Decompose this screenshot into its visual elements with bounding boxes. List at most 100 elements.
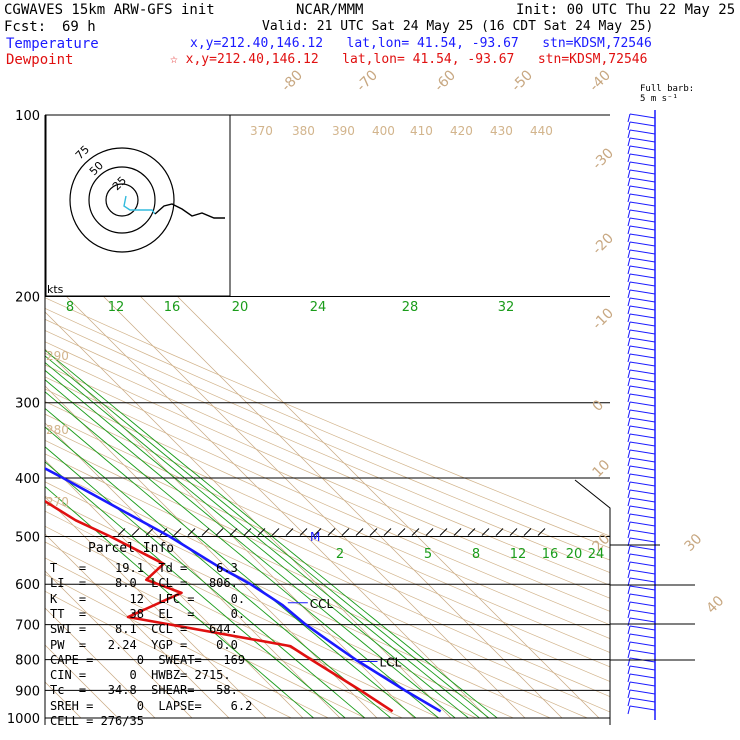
mixing-ratio-label: 2 <box>336 547 344 562</box>
dry-adiabat-line <box>45 318 610 561</box>
wind-barb-flag <box>627 481 631 491</box>
wind-barb <box>629 705 656 711</box>
dry-adiabat-line <box>45 401 610 653</box>
wind-barb-flag <box>627 657 631 667</box>
isotherm-line <box>45 385 378 719</box>
hatch-mark <box>341 528 350 536</box>
wind-barb <box>629 257 656 263</box>
wind-barb-flag <box>627 313 631 323</box>
wind-barb-flag <box>627 257 631 267</box>
hatch-mark <box>523 528 532 536</box>
wind-barb-flag <box>627 465 631 475</box>
wind-barb <box>629 385 656 391</box>
wind-barb-flag <box>627 617 631 627</box>
wind-barb <box>629 113 656 119</box>
wind-barb-flag <box>627 457 631 467</box>
wind-barb <box>629 249 656 255</box>
wind-barb-flag <box>627 369 631 379</box>
hatch-mark <box>145 528 154 536</box>
hatch-mark <box>509 528 518 536</box>
wind-barb <box>629 449 656 455</box>
wind-barb <box>629 209 656 215</box>
wind-barb-flag <box>627 177 631 187</box>
dry-adiabat-line <box>45 341 610 586</box>
wind-barb <box>629 393 656 399</box>
hatch-mark <box>257 528 266 536</box>
hatch-mark <box>299 528 308 536</box>
temperature-station-info: x,y=212.40,146.12 lat,lon= 41.54, -93.67… <box>190 36 652 51</box>
theta-label: 430 <box>490 124 513 138</box>
dry-adiabat-line <box>45 510 477 719</box>
fcst-value: 69 h <box>62 19 96 35</box>
wind-barb-flag <box>627 353 631 363</box>
dry-adiabat-line <box>45 297 610 537</box>
wind-barb <box>629 217 656 223</box>
isotherm-line <box>45 496 267 719</box>
hatch-mark <box>173 528 182 536</box>
dry-adiabat-line <box>45 541 403 719</box>
wind-barb-flag <box>627 561 631 571</box>
wind-barb <box>629 481 656 487</box>
dry-adiabat-line <box>45 495 514 719</box>
wind-barb <box>629 353 656 359</box>
parcel-info-line: CIN = 0 HWBZ= 2715. <box>50 668 231 683</box>
isotherm-label: -20 <box>590 230 617 257</box>
wind-barb-flag <box>627 697 631 707</box>
wind-barb <box>629 201 656 207</box>
wind-barb <box>629 665 656 671</box>
wind-barb <box>629 673 656 679</box>
wind-barb-flag <box>627 417 631 427</box>
hatch-mark <box>243 528 252 536</box>
pressure-tick-label: 900 <box>15 684 40 699</box>
hatch-mark <box>481 528 490 536</box>
hatch-mark <box>201 528 210 536</box>
wind-barb <box>629 545 656 551</box>
dewpoint-legend-label: Dewpoint <box>6 52 74 68</box>
dry-adiabat-line <box>45 426 610 682</box>
wind-barb <box>629 649 656 655</box>
wind-barb-flag <box>627 529 631 539</box>
theta-label: 420 <box>450 124 473 138</box>
wind-barb-flag <box>627 161 631 171</box>
isotherm-label: -50 <box>509 67 536 94</box>
dewpoint-line <box>45 499 394 713</box>
wind-barb-flag <box>627 401 631 411</box>
pressure-tick-label: 700 <box>15 619 40 634</box>
isotherm-line <box>45 237 526 719</box>
dewpoint-station-info: ☆ x,y=212.40,146.12 lat,lon= 41.54, -93.… <box>170 52 648 67</box>
mixing-ratio-label: 20 <box>232 300 249 315</box>
wind-barb <box>629 153 656 159</box>
dry-adiabat-line <box>45 307 610 549</box>
hatch-mark <box>453 528 462 536</box>
hatch-mark <box>215 528 224 536</box>
wind-barb-flag <box>627 385 631 395</box>
wind-barb <box>629 297 656 303</box>
hatch-mark <box>327 528 336 536</box>
isotherm-label: -60 <box>432 67 459 94</box>
wind-barb-flag <box>627 225 631 235</box>
wind-barb-flag <box>627 433 631 443</box>
wind-barb <box>629 497 656 503</box>
wind-barb <box>629 441 656 447</box>
parcel-info-line: TT = 38 EL = 0. <box>50 606 246 621</box>
mixing-ratio-label: 24 <box>310 300 327 315</box>
wind-barb-flag <box>627 129 631 139</box>
wind-barb-flag <box>627 425 631 435</box>
wind-barb <box>629 265 656 271</box>
wind-barb-flag <box>627 337 631 347</box>
isotherm-line <box>45 274 489 719</box>
wind-barb <box>629 465 656 471</box>
wind-barb <box>629 529 656 535</box>
hatch-mark <box>411 528 420 536</box>
parcel-info-line: Tc = 34.8 SHEAR= 58. <box>50 683 238 698</box>
wind-barb-flag <box>627 681 631 691</box>
wind-barb <box>629 273 656 279</box>
wind-barb-flag <box>627 265 631 275</box>
wind-barb-flag <box>627 209 631 219</box>
wind-barb <box>629 425 656 431</box>
wind-barb-flag <box>627 241 631 251</box>
dry-adiabat-line <box>45 467 588 719</box>
mixing-ratio-label: 5 <box>424 547 432 562</box>
wind-barb <box>629 401 656 407</box>
